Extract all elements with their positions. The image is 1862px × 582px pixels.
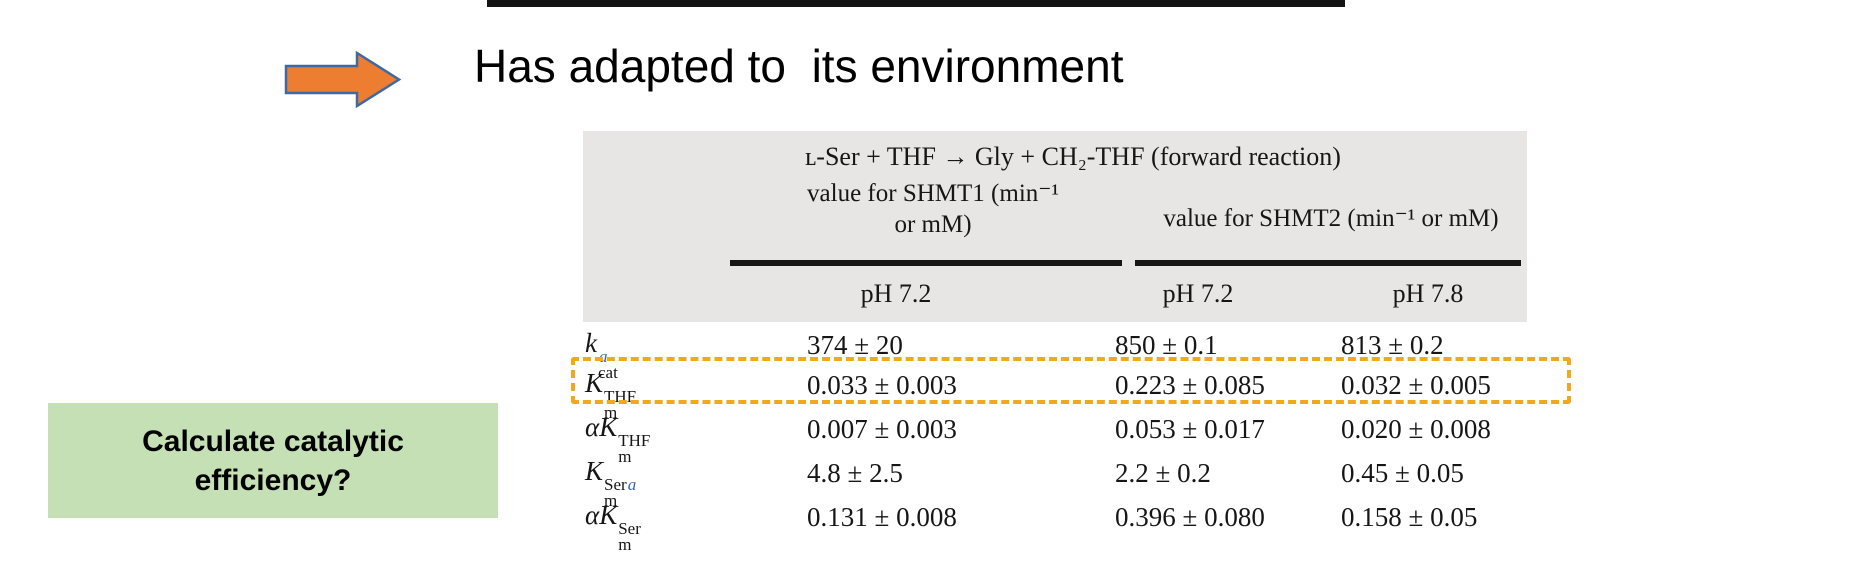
cell-value: 0.053 ± 0.017: [1115, 414, 1265, 444]
right-arrow-icon: [284, 50, 402, 109]
table-row-highlighted: K THF m 0.033 ± 0.003 0.223 ± 0.085 0.032 …: [0, 368, 1862, 421]
callout-box: Calculate catalytic efficiency?: [48, 403, 498, 518]
cell-value: 0.158 ± 0.05: [1341, 502, 1478, 532]
cell-value: 0.033 ± 0.003: [807, 370, 957, 400]
shmt2-column-header: value for SHMT2 (min⁻¹ or mM): [1163, 205, 1499, 232]
table-row: k a cat 374 ± 20 850 ± 0.1 813 ± 0.2: [0, 328, 1862, 381]
table-row: K Sera m 4.8 ± 2.5 2.2 ± 0.2 0.45 ± 0.05: [0, 456, 1862, 509]
cell-value: 813 ± 0.2: [1341, 330, 1444, 360]
row-label: K THF m: [585, 368, 637, 422]
cell-value: 850 ± 0.1: [1115, 330, 1218, 360]
row-highlight-box: [571, 357, 1571, 404]
row-label: k a cat: [585, 328, 618, 382]
top-cropped-bar: [487, 0, 1345, 7]
cell-value: 4.8 ± 2.5: [807, 458, 903, 488]
cell-value: 0.223 ± 0.085: [1115, 370, 1265, 400]
table-row: αK Ser m 0.131 ± 0.008 0.396 ± 0.080 0.158…: [0, 500, 1862, 553]
cell-value: 0.007 ± 0.003: [807, 414, 957, 444]
row-label: K Sera m: [585, 456, 637, 510]
ph-label: pH 7.2: [860, 279, 932, 308]
table-header-panel: ʟ-Ser + THF → Gly + CH₂-THF (forward rea…: [583, 131, 1527, 322]
header-divider: [730, 260, 1122, 266]
row-label: αK Ser m: [585, 500, 641, 554]
callout-text: Calculate catalytic efficiency?: [142, 424, 404, 497]
ph-label: pH 7.2: [1162, 279, 1234, 308]
table-row: αK THF m 0.007 ± 0.003 0.053 ± 0.017 0.020…: [0, 412, 1862, 465]
header-divider: [1135, 260, 1521, 266]
ph-label: pH 7.8: [1392, 279, 1464, 308]
slide-title: Has adapted to its environment: [474, 40, 1124, 92]
reaction-title: ʟ-Ser + THF → Gly + CH₂-THF (forward rea…: [805, 142, 1341, 171]
shmt1-column-header: value for SHMT1 (min⁻¹ or mM): [807, 180, 1059, 238]
cell-value: 374 ± 20: [807, 330, 903, 360]
cell-value: 0.131 ± 0.008: [807, 502, 957, 532]
cell-value: 2.2 ± 0.2: [1115, 458, 1211, 488]
cell-value: 0.020 ± 0.008: [1341, 414, 1491, 444]
cell-value: 0.396 ± 0.080: [1115, 502, 1265, 532]
cell-value: 0.032 ± 0.005: [1341, 370, 1491, 400]
cell-value: 0.45 ± 0.05: [1341, 458, 1464, 488]
row-label: αK THF m: [585, 412, 651, 466]
